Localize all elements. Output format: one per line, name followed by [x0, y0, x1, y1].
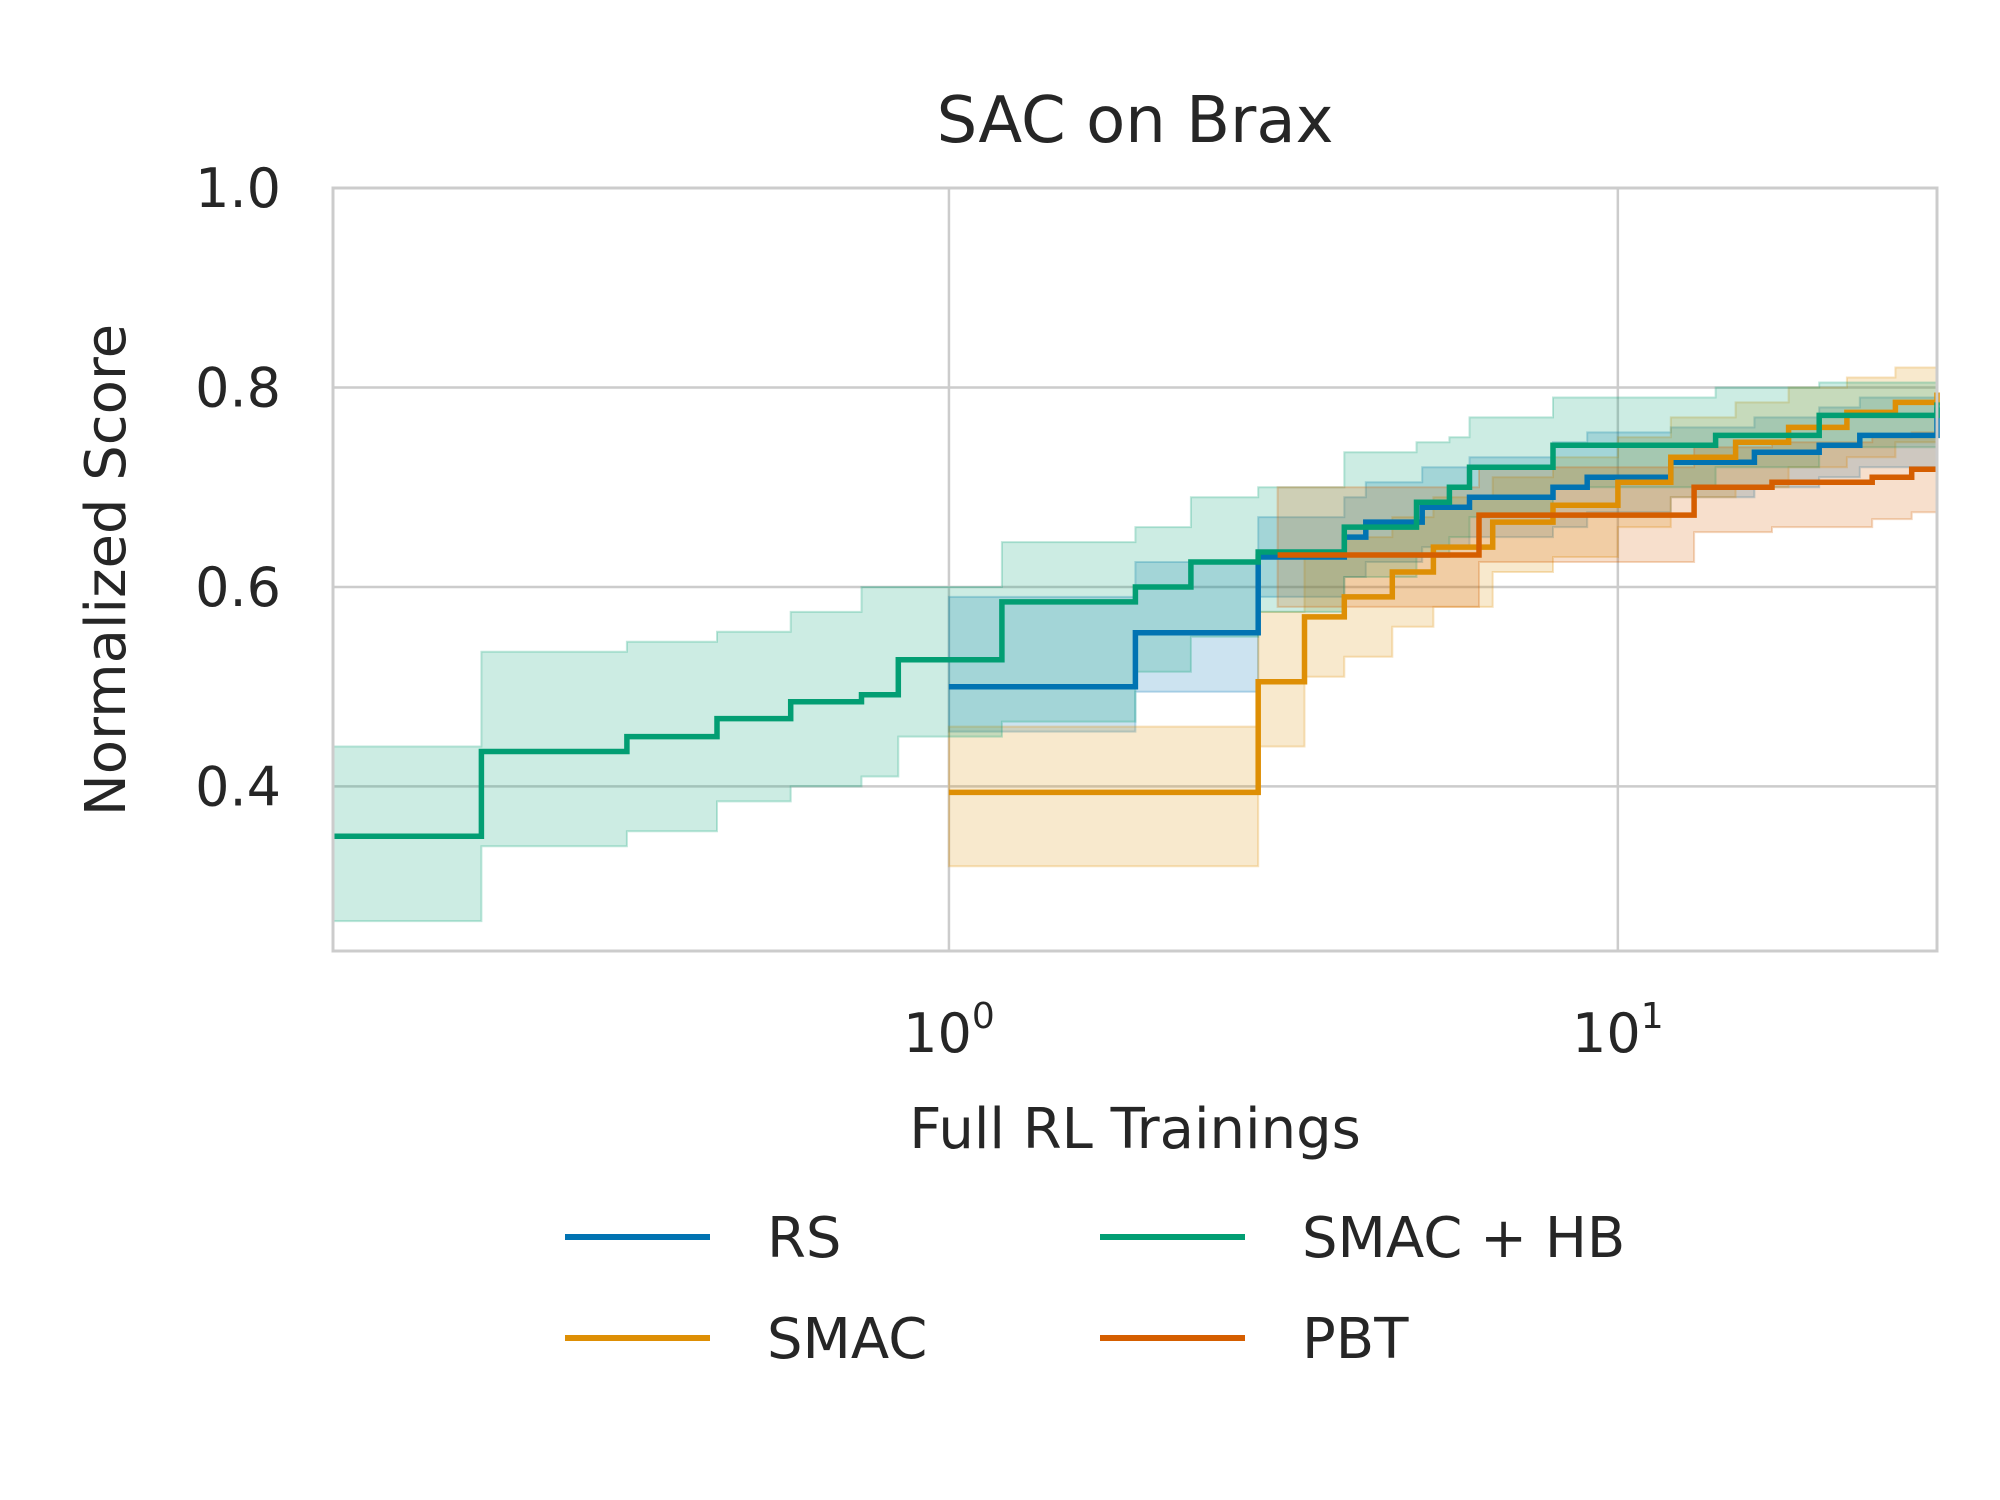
x-tick-labels: 100 101 — [903, 996, 1664, 1065]
line-pbt — [1277, 466, 1937, 558]
x-tick-label-0: 100 — [903, 996, 995, 1065]
y-tick-label-2: 0.8 — [195, 356, 281, 419]
series-lines — [333, 392, 1940, 840]
line-smac-hb — [333, 402, 1940, 840]
legend-label-smac-hb: SMAC + HB — [1302, 1206, 1625, 1271]
y-tick-label-1: 0.6 — [195, 556, 281, 619]
y-axis-label: Normalized Score — [74, 324, 139, 816]
plot-frame — [331, 186, 1939, 953]
legend: RS SMAC SMAC + HB PBT — [565, 1206, 1625, 1372]
line-rs — [948, 407, 1940, 690]
x-axis-label: Full RL Trainings — [909, 1097, 1361, 1162]
legend-label-smac: SMAC — [767, 1307, 927, 1372]
y-tick-label-0: 0.4 — [195, 755, 281, 818]
y-tick-labels: 0.4 0.6 0.8 1.0 — [195, 157, 281, 818]
legend-label-pbt: PBT — [1302, 1307, 1409, 1372]
chart-title: SAC on Brax — [937, 84, 1334, 158]
y-tick-label-3: 1.0 — [195, 157, 281, 220]
x-tick-label-1: 101 — [1572, 996, 1664, 1065]
legend-label-rs: RS — [767, 1206, 841, 1271]
